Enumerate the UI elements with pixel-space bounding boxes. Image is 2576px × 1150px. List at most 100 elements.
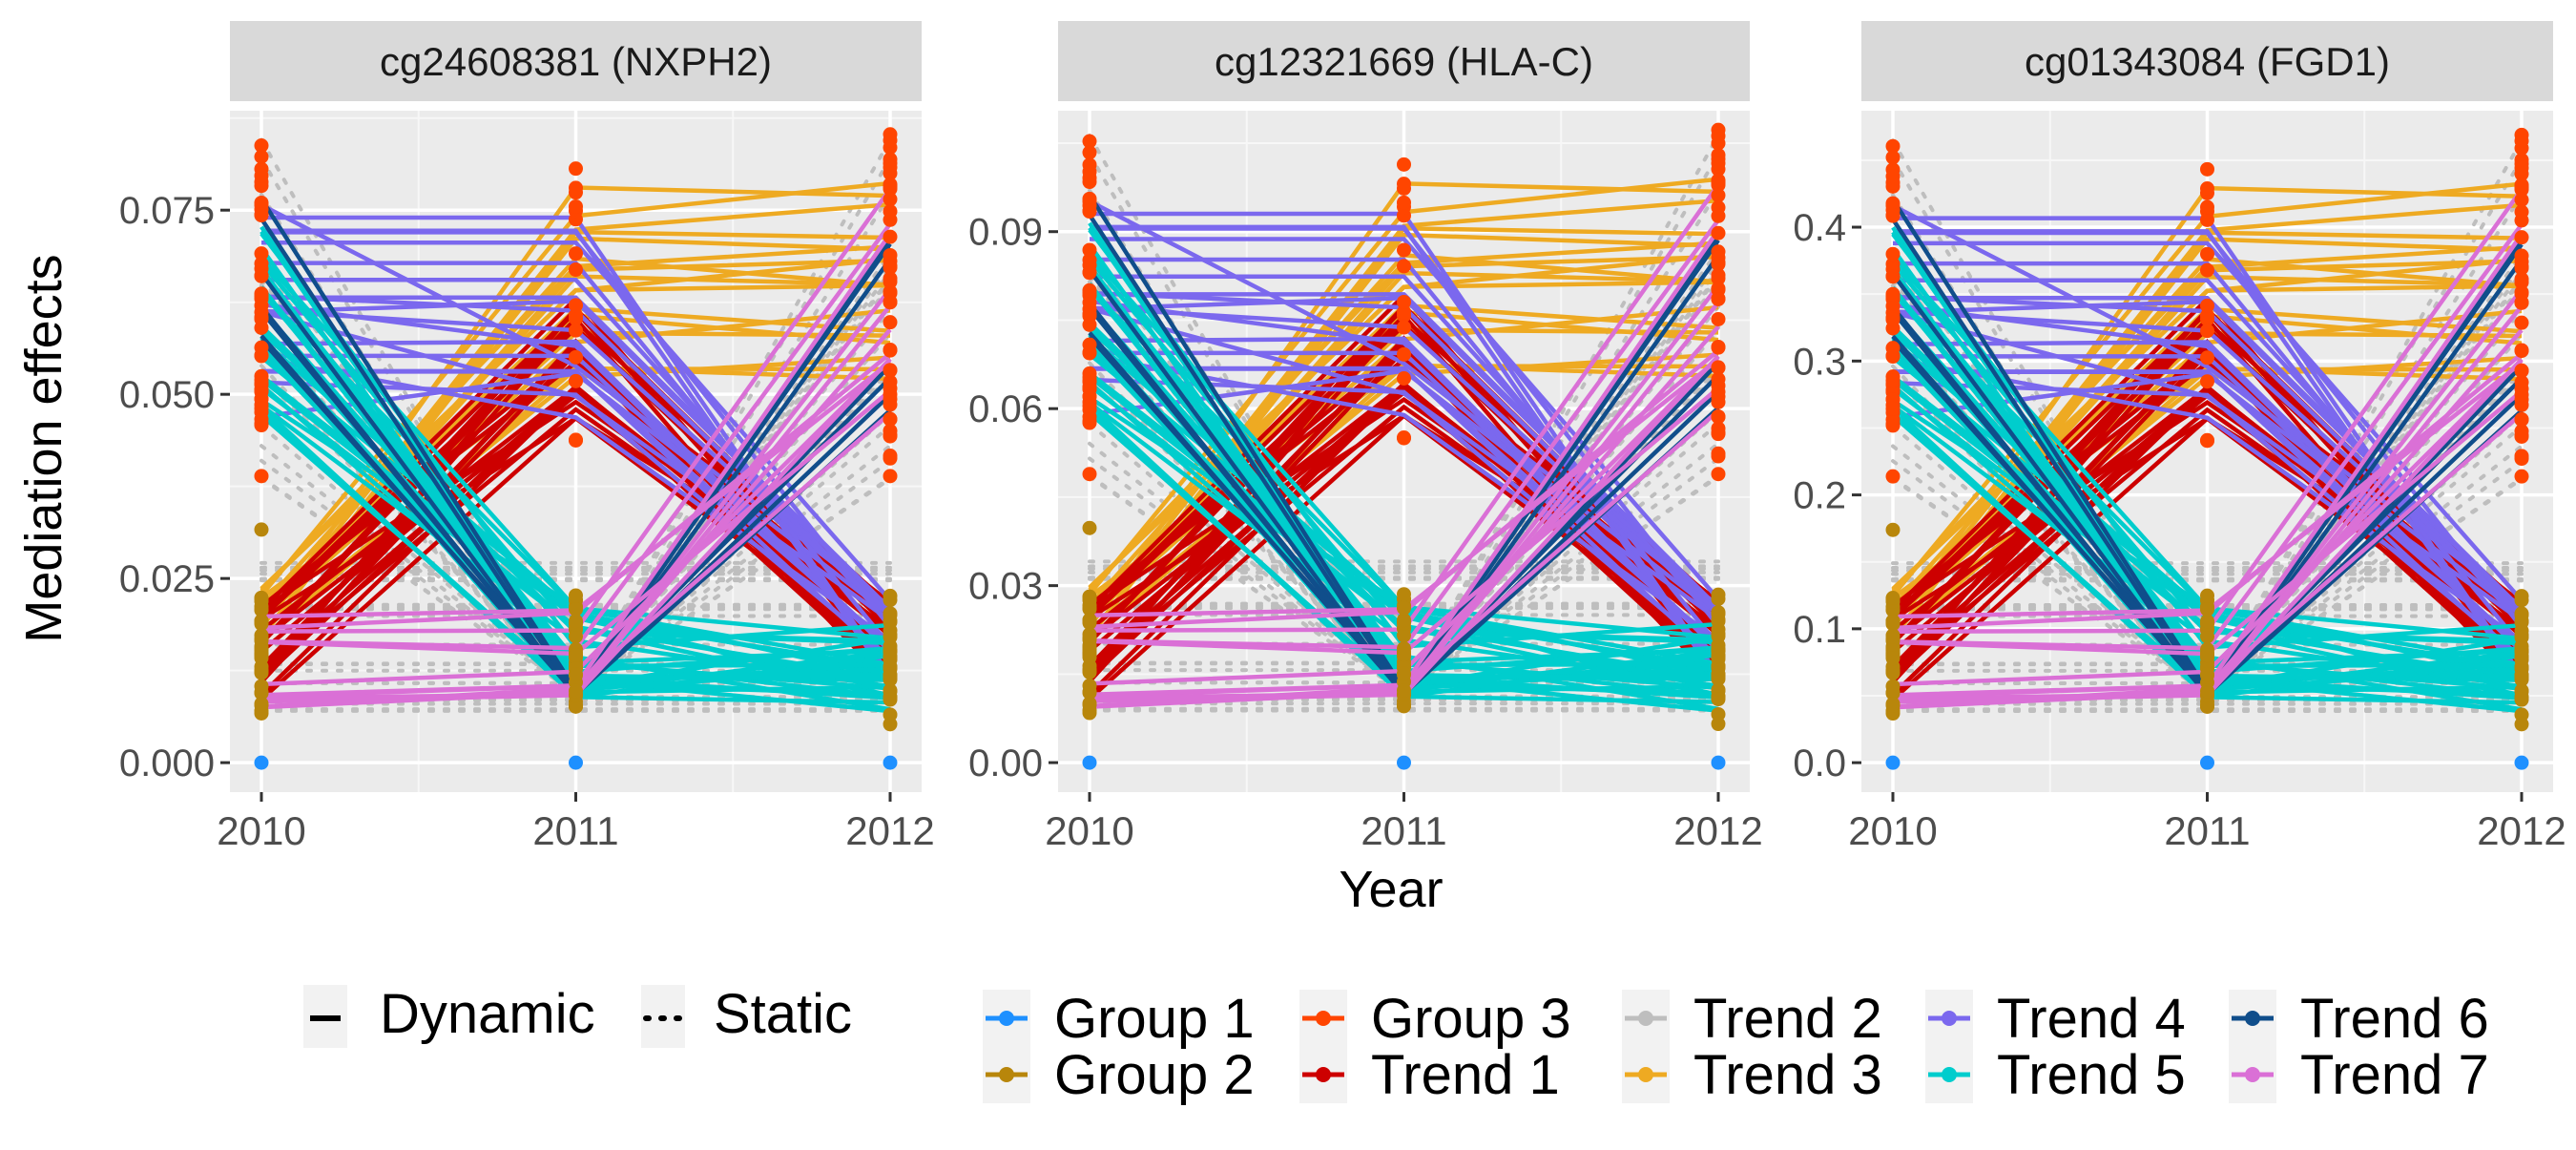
point-group-1 xyxy=(1885,755,1901,770)
point-group-3 xyxy=(1711,394,1726,409)
point-group-3 xyxy=(1885,169,1901,184)
point-group-3 xyxy=(2200,199,2214,215)
point-group-2 xyxy=(2200,614,2214,629)
point-group-3 xyxy=(569,307,583,323)
point-group-1 xyxy=(2200,755,2214,770)
legend-label-trend-2: Trend 2 xyxy=(1693,988,1882,1050)
point-group-3 xyxy=(883,295,898,310)
point-group-2 xyxy=(883,606,898,621)
point-group-3 xyxy=(569,373,583,388)
point-group-3 xyxy=(1082,164,1097,179)
point-group-2 xyxy=(1711,629,1726,644)
legend-swatch-point xyxy=(999,1067,1014,1082)
point-group-3 xyxy=(2514,295,2529,310)
series-line-trend-2 xyxy=(1891,193,2524,698)
point-group-1 xyxy=(1711,755,1726,770)
point-group-3 xyxy=(254,340,269,355)
point-group-2 xyxy=(254,631,269,646)
point-group-2 xyxy=(2200,683,2214,699)
point-group-3 xyxy=(883,342,898,357)
point-group-2 xyxy=(1711,717,1726,732)
point-group-3 xyxy=(254,149,269,164)
y-tick-label: 0.09 xyxy=(968,212,1043,254)
point-group-3 xyxy=(254,246,269,261)
legend-label-group-1: Group 1 xyxy=(1054,988,1255,1050)
series-line-trend-2 xyxy=(260,192,892,698)
legend-swatch-point xyxy=(1316,1011,1331,1026)
series-line-trend-1 xyxy=(1891,387,2524,678)
point-group-3 xyxy=(1397,294,1411,309)
point-group-3 xyxy=(1711,446,1726,461)
point-group-2 xyxy=(1082,520,1097,535)
point-group-2 xyxy=(1885,684,1901,700)
point-group-2 xyxy=(883,630,898,645)
x-tick-label: 2011 xyxy=(2164,808,2250,853)
point-group-3 xyxy=(2514,192,2529,207)
point-group-2 xyxy=(883,650,898,665)
point-group-3 xyxy=(1397,430,1411,446)
point-group-3 xyxy=(1082,242,1097,258)
point-group-2 xyxy=(254,684,269,700)
x-tick-label: 2011 xyxy=(1361,808,1446,853)
point-group-3 xyxy=(254,195,269,210)
legend-swatch-point xyxy=(1638,1067,1653,1082)
x-tick-label: 2010 xyxy=(1045,808,1133,853)
point-group-3 xyxy=(1711,188,1726,203)
point-group-3 xyxy=(1885,373,1901,388)
point-group-3 xyxy=(254,286,269,302)
point-group-2 xyxy=(569,601,583,617)
point-group-2 xyxy=(1711,605,1726,620)
point-group-3 xyxy=(569,432,583,448)
point-group-3 xyxy=(2514,275,2529,290)
point-group-2 xyxy=(883,667,898,682)
legend-label-trend-5: Trend 5 xyxy=(1997,1044,2186,1106)
point-group-3 xyxy=(883,315,898,330)
point-group-3 xyxy=(1082,409,1097,425)
y-tick-label: 0.00 xyxy=(968,742,1043,784)
y-tick-label: 0.0 xyxy=(1793,742,1846,784)
panel-title: cg01343084 (FGD1) xyxy=(2025,39,2390,84)
point-group-3 xyxy=(1885,196,1901,211)
point-group-3 xyxy=(2514,204,2529,220)
point-group-3 xyxy=(1082,295,1097,310)
point-group-3 xyxy=(1397,304,1411,320)
point-group-3 xyxy=(1885,312,1901,327)
y-tick-label: 0.050 xyxy=(119,374,215,416)
point-group-2 xyxy=(2514,650,2529,665)
point-group-3 xyxy=(1711,128,1726,143)
x-tick-label: 2012 xyxy=(845,808,934,853)
point-group-2 xyxy=(883,588,898,603)
point-group-3 xyxy=(1397,195,1411,210)
point-group-3 xyxy=(883,159,898,175)
point-group-3 xyxy=(1885,246,1901,261)
point-group-3 xyxy=(1711,408,1726,424)
point-group-3 xyxy=(1885,469,1901,484)
point-group-2 xyxy=(254,522,269,537)
point-group-3 xyxy=(1711,271,1726,286)
point-group-3 xyxy=(1082,369,1097,385)
x-tick-label: 2011 xyxy=(532,808,618,853)
point-group-3 xyxy=(1082,265,1097,281)
point-group-3 xyxy=(2514,469,2529,484)
point-group-3 xyxy=(1082,282,1097,298)
legend-label-trend-4: Trend 4 xyxy=(1997,988,2186,1050)
point-group-2 xyxy=(1082,589,1097,604)
panel-3: cg01343084 (FGD1) 0.0 0.1 0.2 0.3 0.4 2010 2011… xyxy=(1793,21,2566,853)
y-axis-title: Mediation effects xyxy=(15,254,73,642)
panel-strip xyxy=(1058,21,1750,101)
point-group-3 xyxy=(254,138,269,154)
panel-strip xyxy=(230,21,922,101)
point-group-3 xyxy=(2514,397,2529,412)
point-group-3 xyxy=(1082,337,1097,352)
legend-label-trend-7: Trend 7 xyxy=(2300,1044,2489,1106)
series-line-trend-2 xyxy=(260,137,892,698)
point-group-3 xyxy=(883,229,898,244)
point-group-2 xyxy=(1885,697,1901,712)
point-group-2 xyxy=(1397,647,1411,662)
legend-swatch-point xyxy=(1638,1011,1653,1026)
point-group-3 xyxy=(1711,360,1726,375)
point-group-3 xyxy=(883,133,898,148)
point-group-2 xyxy=(254,662,269,678)
series-line-trend-4 xyxy=(261,228,892,682)
